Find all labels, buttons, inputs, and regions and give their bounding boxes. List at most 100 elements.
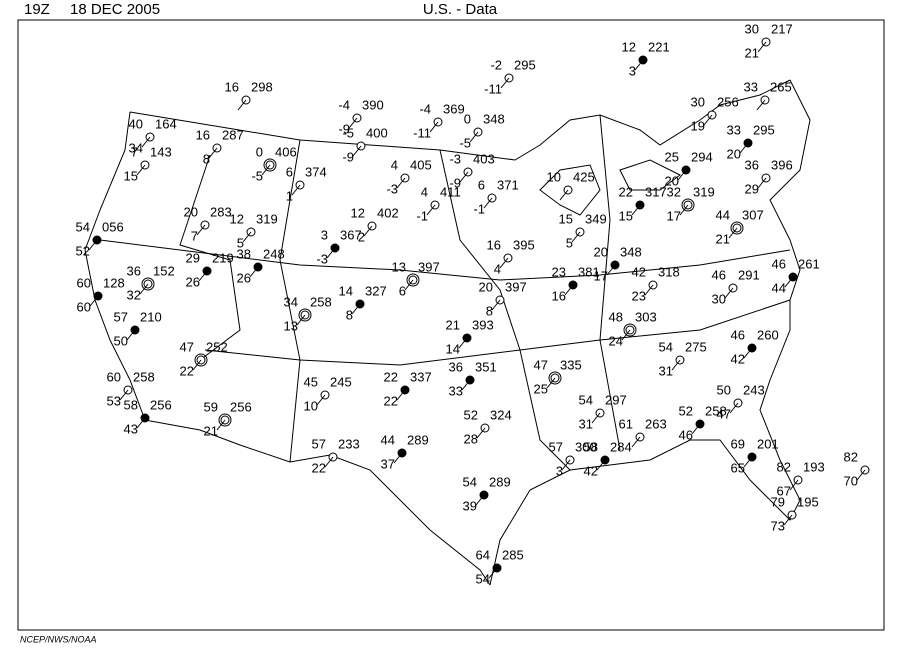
dewpoint: 32 [127,287,141,302]
wind-barb [352,145,362,157]
wind-barb [429,121,439,133]
pressure: 297 [605,392,627,407]
map-time: 19Z [24,1,50,18]
dewpoint: 22 [384,393,398,408]
wind-barb [789,479,799,491]
mexico-border [144,419,491,586]
station-ring [263,158,277,172]
wind-barb [326,247,336,259]
dewpoint: 15 [619,208,633,223]
pressure: 303 [635,309,657,324]
station: 54 056 52 [76,219,124,258]
wind-barb [499,257,509,269]
pressure: 349 [585,211,607,226]
pressure: 319 [693,184,715,199]
wind-barb [426,204,436,216]
station: 22 337 22 [384,369,432,408]
temperature: 20 [594,244,608,259]
wind-barb [728,227,738,239]
pressure: 195 [797,494,819,509]
wind-barb [88,239,98,251]
station: 46 261 44 [772,256,820,295]
station: 32 319 17 [667,184,715,223]
temperature: 10 [547,169,561,184]
pressure: 405 [410,157,432,172]
station: 20 283 7 [184,204,232,243]
station: 6 371 -1 [473,177,518,216]
state-line [179,154,241,361]
dewpoint: -9 [338,121,350,136]
station: 29 219 26 [186,250,234,289]
wind-barb [856,469,866,481]
wind-barb [396,389,406,401]
temperature: 0 [256,144,263,159]
station: 42 318 23 [632,264,680,303]
station: 58 284 42 [584,439,632,478]
temperature: 54 [579,392,593,407]
dewpoint: 21 [745,45,759,60]
temperature: 7 [131,144,138,159]
pressure: 367 [340,227,362,242]
dewpoint: 6 [399,283,406,298]
wind-barb [459,171,469,183]
pressure: 248 [263,246,285,261]
pressure: 402 [377,205,399,220]
wind-barb [192,359,202,371]
pressure: 369 [443,101,465,116]
pressure: 201 [757,436,779,451]
dewpoint: 31 [659,363,673,378]
pressure: 397 [418,259,440,274]
temperature: 54 [463,474,477,489]
pressure: 285 [502,547,524,562]
station: 57 233 22 [312,436,360,475]
station: 12 319 5 [230,211,278,250]
pressure: 217 [771,21,793,36]
dewpoint: -5 [459,135,471,150]
wind-barb [729,402,739,414]
temperature: 4 [391,157,398,172]
station: 46 291 30 [712,267,760,306]
station-ring [141,277,155,291]
temperature: 38 [237,246,251,261]
wind-barb [136,164,146,176]
dewpoint: 24 [609,333,623,348]
state-line [99,239,791,281]
station: 16 298 [225,79,273,111]
pressure: 289 [407,432,429,447]
wind-barb [546,377,556,389]
dewpoint: 10 [304,398,318,413]
pressure: 351 [475,359,497,374]
temperature: 33 [727,122,741,137]
wind-barb [756,99,766,111]
station: 36 152 32 [127,263,175,302]
station-ring [298,308,312,322]
station: 13 397 6 [392,259,440,298]
wind-barb [261,164,271,176]
pressure: 256 [230,399,252,414]
dewpoint: 46 [679,427,693,442]
temperature: 36 [449,359,463,374]
pressure: 221 [648,39,670,54]
wind-barb [491,299,501,311]
temperature: 23 [552,264,566,279]
pressure: 289 [489,474,511,489]
temperature: 16 [196,127,210,142]
temperature: 20 [479,279,493,294]
pressure: 260 [757,327,779,342]
station: 50 243 47 [717,382,765,421]
wind-barb [393,452,403,464]
temperature: 54 [76,219,90,234]
pressure: 252 [206,339,228,354]
pressure: 300 [575,439,597,454]
station: 34 258 13 [284,294,332,333]
wind-barb [139,283,149,295]
station: 20 348 17 [594,244,642,283]
dewpoint: -9 [449,175,461,190]
temperature: 34 [284,294,298,309]
state-line [439,149,571,471]
dewpoint: -11 [484,81,502,96]
wind-barb [249,266,259,278]
station: 48 303 24 [609,309,657,348]
wind-barb [404,279,414,291]
pressure: 406 [275,144,297,159]
